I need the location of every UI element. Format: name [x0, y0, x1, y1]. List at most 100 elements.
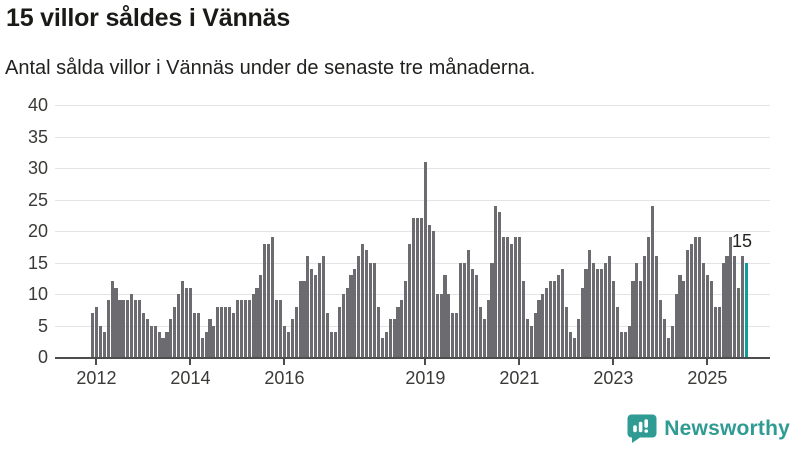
bar — [118, 300, 122, 357]
x-axis-tick — [706, 359, 709, 365]
bar — [302, 281, 306, 357]
bar — [325, 312, 330, 357]
bar — [137, 300, 142, 357]
bar — [686, 249, 690, 357]
bar — [267, 243, 271, 357]
bar — [271, 237, 275, 357]
bar — [365, 249, 369, 357]
x-axis-label: 2014 — [170, 368, 211, 388]
bar — [396, 306, 400, 357]
bar — [576, 319, 580, 357]
y-axis-label: 10 — [27, 284, 48, 304]
bar — [478, 306, 482, 357]
newsworthy-logo-text: Newsworthy — [664, 416, 790, 440]
bar — [623, 331, 627, 357]
bar — [619, 331, 623, 357]
bar — [682, 281, 686, 357]
bar — [647, 237, 651, 357]
bar — [596, 268, 600, 357]
bar — [349, 275, 353, 357]
bar — [161, 338, 165, 357]
bar — [725, 256, 729, 357]
bar — [463, 262, 467, 357]
bar — [322, 256, 326, 357]
bar — [102, 331, 106, 357]
bar — [282, 325, 286, 357]
bar — [607, 256, 612, 357]
bar — [709, 281, 713, 357]
bar — [169, 319, 173, 357]
bar — [212, 325, 216, 357]
bar — [286, 331, 290, 357]
bar — [498, 212, 502, 357]
bar — [572, 338, 576, 357]
bar — [263, 243, 267, 357]
bar — [466, 249, 471, 357]
bar — [533, 312, 537, 357]
bar — [560, 268, 565, 357]
bar — [615, 306, 619, 357]
bar — [427, 224, 431, 357]
bar — [235, 300, 239, 357]
bar — [701, 262, 706, 357]
bar — [216, 306, 220, 357]
bar — [490, 262, 494, 357]
bar — [134, 300, 138, 357]
bar — [200, 338, 204, 357]
highlighted-bar — [745, 262, 749, 357]
bar — [228, 306, 232, 357]
bar — [372, 262, 377, 357]
bar — [384, 331, 388, 357]
bar — [177, 294, 181, 357]
bar — [600, 268, 604, 357]
x-axis-label: 2012 — [76, 368, 117, 388]
bar — [357, 256, 361, 357]
bar — [513, 237, 518, 357]
bar — [521, 281, 525, 357]
bar — [658, 300, 662, 357]
bar — [208, 319, 212, 357]
y-axis-label: 5 — [37, 315, 48, 336]
bar — [130, 294, 134, 357]
bar — [545, 287, 549, 357]
x-axis-label: 2019 — [405, 368, 446, 388]
bar — [588, 249, 592, 357]
bar — [408, 243, 412, 357]
bar — [584, 268, 588, 357]
bar — [447, 294, 451, 357]
bar — [643, 256, 647, 357]
x-axis-tick — [424, 359, 427, 365]
bar — [674, 294, 678, 357]
bar — [525, 319, 529, 357]
bar — [224, 306, 228, 357]
bar — [506, 237, 510, 357]
bar — [635, 262, 639, 357]
bar — [173, 306, 177, 357]
bar — [184, 287, 189, 357]
x-axis-tick — [283, 359, 286, 365]
bar — [255, 287, 259, 357]
bar — [474, 275, 478, 357]
bar — [416, 218, 420, 357]
bar — [141, 312, 145, 357]
bar — [494, 205, 498, 357]
bar — [122, 300, 126, 357]
bar — [541, 294, 545, 357]
bar — [654, 256, 659, 357]
bar — [568, 331, 572, 357]
bar — [333, 331, 337, 357]
bar — [337, 306, 341, 357]
bar — [733, 256, 737, 357]
bar — [537, 300, 541, 357]
y-axis-label: 25 — [27, 189, 48, 210]
bar — [431, 231, 435, 357]
bar — [580, 287, 584, 357]
bar — [678, 275, 682, 357]
bar — [604, 262, 608, 357]
bar — [717, 306, 721, 357]
bar — [110, 281, 114, 357]
gridline — [55, 199, 770, 201]
y-axis-label: 35 — [27, 126, 48, 147]
bar — [341, 294, 345, 357]
